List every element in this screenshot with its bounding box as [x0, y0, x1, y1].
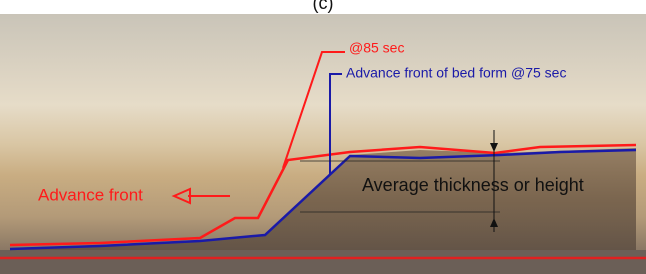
page: (c) @85 sec Advance front of bed form @7… [0, 0, 646, 274]
thickness-label: Average thickness or height [362, 175, 584, 195]
red-label: @85 sec [349, 40, 404, 56]
panel-label: (c) [313, 0, 334, 13]
front-label: Advance front [38, 185, 143, 204]
figure: (c) @85 sec Advance front of bed form @7… [0, 0, 646, 274]
flume-bottom [0, 250, 646, 274]
blue-label: Advance front of bed form @75 sec [346, 65, 566, 81]
